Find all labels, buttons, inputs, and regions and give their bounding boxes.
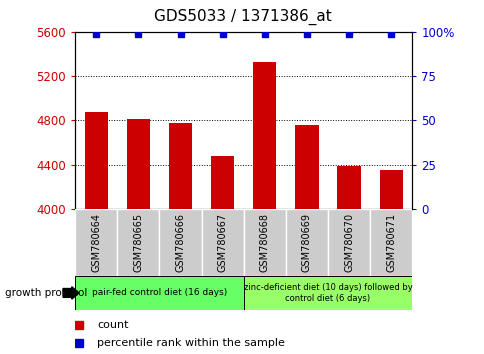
Text: GDS5033 / 1371386_at: GDS5033 / 1371386_at bbox=[153, 9, 331, 25]
Bar bbox=[295, 125, 318, 209]
Text: GSM780671: GSM780671 bbox=[385, 213, 395, 272]
Text: GSM780667: GSM780667 bbox=[217, 213, 227, 272]
Bar bbox=[159, 209, 201, 276]
Text: GSM780669: GSM780669 bbox=[302, 213, 311, 272]
Bar bbox=[285, 209, 327, 276]
Bar bbox=[85, 112, 107, 209]
Text: GSM780664: GSM780664 bbox=[91, 213, 101, 272]
Bar bbox=[337, 166, 360, 209]
Text: GSM780665: GSM780665 bbox=[133, 213, 143, 272]
Bar bbox=[117, 209, 159, 276]
Bar bbox=[243, 276, 411, 310]
Text: percentile rank within the sample: percentile rank within the sample bbox=[97, 338, 285, 348]
Text: GSM780668: GSM780668 bbox=[259, 213, 269, 272]
Text: growth protocol: growth protocol bbox=[5, 288, 87, 298]
Text: GSM780670: GSM780670 bbox=[343, 213, 353, 272]
Text: count: count bbox=[97, 320, 128, 330]
Bar bbox=[327, 209, 369, 276]
Bar bbox=[243, 209, 285, 276]
Bar bbox=[75, 209, 117, 276]
Bar bbox=[168, 122, 192, 209]
Text: pair-fed control diet (16 days): pair-fed control diet (16 days) bbox=[91, 289, 227, 297]
Text: GSM780666: GSM780666 bbox=[175, 213, 185, 272]
Bar bbox=[369, 209, 411, 276]
Bar bbox=[211, 156, 234, 209]
Text: zinc-deficient diet (10 days) followed by
control diet (6 days): zinc-deficient diet (10 days) followed b… bbox=[243, 283, 411, 303]
Bar bbox=[75, 276, 243, 310]
Bar bbox=[126, 119, 150, 209]
Bar bbox=[379, 170, 402, 209]
Bar bbox=[201, 209, 243, 276]
Bar bbox=[253, 62, 276, 209]
